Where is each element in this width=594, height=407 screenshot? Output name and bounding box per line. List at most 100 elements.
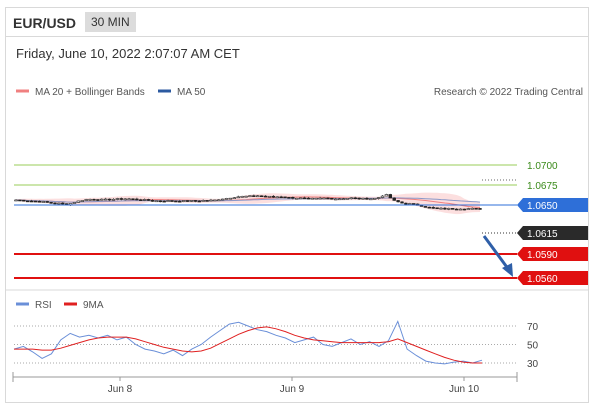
candle-body bbox=[45, 201, 49, 203]
candle-body bbox=[345, 197, 350, 200]
candle-body bbox=[96, 199, 100, 201]
candle-body bbox=[334, 198, 338, 201]
support-label: 1.0560 bbox=[527, 274, 558, 285]
support-label-bg bbox=[517, 271, 588, 285]
candle-body bbox=[174, 200, 178, 203]
candle-body bbox=[287, 196, 291, 199]
candle-body bbox=[166, 200, 170, 202]
candle-body bbox=[365, 197, 369, 200]
candle-body bbox=[76, 200, 81, 203]
candle-body bbox=[146, 199, 151, 201]
candle-body bbox=[33, 200, 38, 203]
candle-body bbox=[193, 200, 198, 202]
x-tick-label: Jun 10 bbox=[449, 384, 479, 395]
candle-body bbox=[256, 195, 260, 198]
candle-body bbox=[72, 202, 77, 204]
candle-body bbox=[158, 200, 162, 203]
candle-body bbox=[224, 198, 229, 200]
candle-body bbox=[279, 196, 283, 199]
candle-body bbox=[388, 194, 393, 199]
candle-body bbox=[337, 198, 342, 201]
candle-body bbox=[14, 199, 18, 202]
last-price-label-bg bbox=[517, 226, 588, 240]
candle-body bbox=[37, 200, 42, 203]
candle-body bbox=[474, 207, 478, 210]
candle-body bbox=[419, 205, 424, 207]
candle-body bbox=[80, 200, 84, 202]
candle-body bbox=[380, 195, 385, 198]
candle-body bbox=[298, 197, 303, 200]
candle-body bbox=[139, 199, 143, 201]
candle-body bbox=[271, 195, 276, 198]
pivot-label-bg bbox=[517, 198, 588, 212]
candle-body bbox=[466, 208, 471, 210]
credit-label: Research © 2022 Trading Central bbox=[434, 87, 583, 98]
candle-body bbox=[205, 200, 209, 202]
candle-body bbox=[259, 195, 264, 198]
candle-body bbox=[57, 202, 61, 205]
candle-body bbox=[373, 198, 377, 200]
candle-body bbox=[392, 197, 396, 201]
candle-body bbox=[181, 200, 186, 202]
candle-body bbox=[41, 201, 45, 203]
resistance-label: 1.0700 bbox=[527, 161, 558, 172]
candle-body bbox=[150, 200, 155, 202]
candle-body bbox=[318, 197, 322, 200]
candle-body bbox=[22, 199, 26, 202]
candle-body bbox=[302, 197, 307, 200]
candle-body bbox=[228, 197, 233, 200]
candle-body bbox=[447, 208, 451, 210]
last-price-label: 1.0615 bbox=[527, 229, 558, 240]
candle-body bbox=[209, 199, 213, 202]
timeframe-button[interactable]: 30 MIN bbox=[85, 12, 136, 32]
candle-body bbox=[115, 198, 120, 200]
candle-body bbox=[252, 195, 256, 197]
candle-body bbox=[408, 203, 412, 205]
candle-body bbox=[283, 196, 287, 199]
candle-body bbox=[310, 197, 315, 200]
candle-body bbox=[314, 197, 318, 200]
candle-body bbox=[384, 194, 389, 197]
candle-body bbox=[49, 201, 53, 204]
candle-body bbox=[404, 202, 408, 205]
candle-body bbox=[232, 197, 237, 200]
support-label-bg bbox=[517, 247, 588, 261]
candle-body bbox=[29, 200, 34, 203]
support-label: 1.0590 bbox=[527, 250, 558, 261]
candle-body bbox=[220, 198, 225, 201]
candle-body bbox=[236, 196, 240, 199]
candle-body bbox=[353, 197, 357, 200]
candle-body bbox=[240, 196, 244, 198]
rsi-tick-label: 30 bbox=[527, 359, 539, 370]
candle-body bbox=[341, 198, 346, 201]
legend-rsi-label: RSI bbox=[35, 300, 52, 311]
rsi-ma9-line bbox=[14, 326, 482, 364]
candle-body bbox=[84, 199, 88, 201]
candle-body bbox=[217, 199, 221, 202]
candle-body bbox=[135, 198, 139, 201]
candle-body bbox=[53, 202, 57, 205]
legend-ma50-label: MA 50 bbox=[177, 87, 206, 98]
rsi-line bbox=[13, 320, 483, 365]
chart-header: EUR/USD 30 MIN bbox=[5, 7, 589, 37]
candle-body bbox=[88, 199, 92, 201]
candle-body bbox=[244, 195, 248, 198]
candle-body bbox=[295, 197, 299, 200]
candle-body bbox=[107, 198, 112, 201]
candle-body bbox=[454, 208, 459, 211]
symbol-label: EUR/USD bbox=[13, 15, 77, 31]
candle-body bbox=[458, 208, 463, 211]
candle-body bbox=[162, 200, 166, 203]
candle-body bbox=[427, 206, 432, 209]
candle-body bbox=[92, 199, 96, 201]
candle-body bbox=[326, 197, 330, 200]
candle-body bbox=[100, 198, 104, 201]
candle-body bbox=[131, 198, 135, 201]
candle-body bbox=[248, 195, 252, 197]
candle-body bbox=[435, 207, 439, 210]
candle-body bbox=[127, 198, 131, 201]
candle-body bbox=[322, 197, 326, 200]
forecast-arrow-head bbox=[502, 263, 513, 277]
candle-body bbox=[330, 197, 334, 200]
rsi-tick-label: 70 bbox=[527, 322, 539, 333]
